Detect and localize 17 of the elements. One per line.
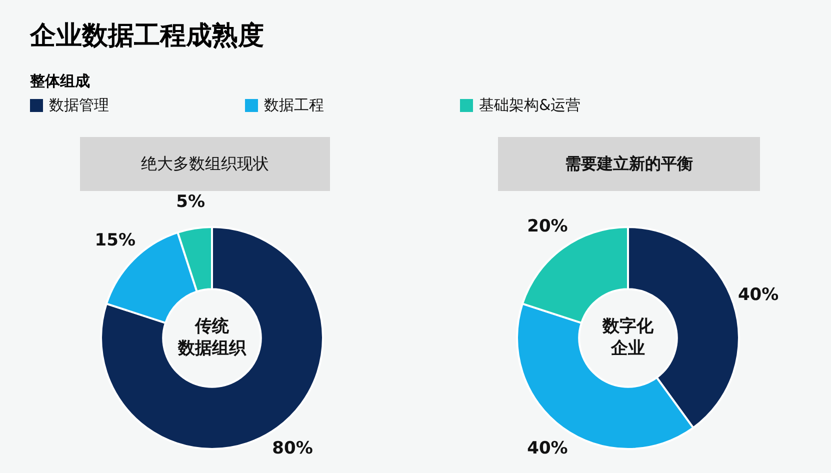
text: 传统	[194, 316, 230, 336]
data-label: 40%	[738, 285, 779, 306]
data-label: 80%	[272, 438, 313, 458]
text: 数字化	[602, 316, 654, 336]
text: 企业	[610, 338, 645, 358]
text: 绝大多数组织现状	[80, 137, 330, 191]
legend-label: 基础架构&运营	[479, 96, 581, 115]
legend-label: 数据工程	[264, 96, 324, 115]
chart-title: 企业数据工程成熟度	[30, 20, 264, 53]
legend-title: 整体组成	[30, 72, 90, 91]
data-label: 40%	[527, 438, 568, 458]
data-label: 15%	[94, 230, 136, 251]
data-label: 5%	[176, 192, 206, 212]
data-label: 20%	[527, 216, 568, 237]
legend-label: 数据管理	[49, 96, 109, 115]
text: 数据组织	[177, 338, 247, 358]
chart-subtitle: 需要建立新的平衡	[498, 137, 760, 191]
